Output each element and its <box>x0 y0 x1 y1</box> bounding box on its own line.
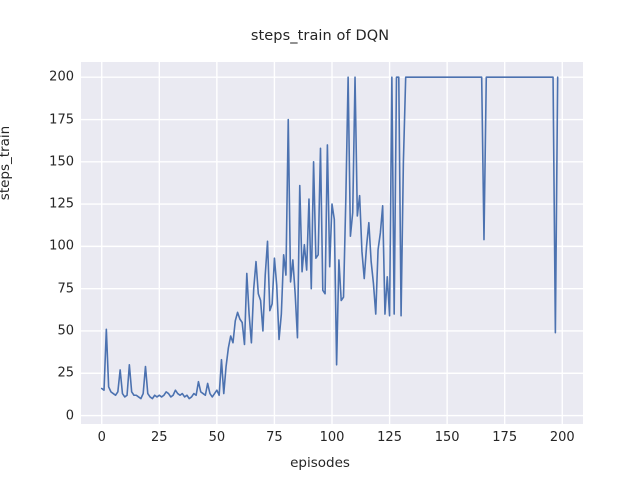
data-series-group <box>100 76 559 400</box>
x-tick-label: 100 <box>319 430 345 445</box>
plot-area <box>81 62 583 424</box>
chart-title: steps_train of DQN <box>250 28 390 44</box>
x-tick-label: 75 <box>266 430 283 445</box>
y-tick-label: 75 <box>57 281 74 297</box>
y-tick-label: 150 <box>49 154 74 170</box>
y-tick-label: 0 <box>65 408 74 424</box>
y-tick-label: 125 <box>49 196 74 212</box>
x-tick-label: 175 <box>492 430 518 445</box>
chart-canvas <box>81 62 583 424</box>
y-tick-label: 175 <box>49 112 74 127</box>
x-axis-label: episodes <box>290 455 350 471</box>
grid-lines <box>81 62 583 424</box>
x-tick-label: 150 <box>434 430 460 445</box>
x-tick-label: 125 <box>377 430 402 445</box>
y-tick-label: 50 <box>57 323 74 339</box>
x-tick-label: 25 <box>151 430 168 445</box>
y-tick-label: 200 <box>49 69 74 85</box>
x-tick-label: 200 <box>549 430 575 445</box>
series-line-steps-train <box>100 76 559 400</box>
y-tick-label: 25 <box>57 365 74 381</box>
x-tick-label: 50 <box>208 430 226 445</box>
x-tick-label: 0 <box>97 430 106 445</box>
y-axis-label: steps_train <box>0 125 13 201</box>
y-tick-label: 100 <box>49 238 74 254</box>
